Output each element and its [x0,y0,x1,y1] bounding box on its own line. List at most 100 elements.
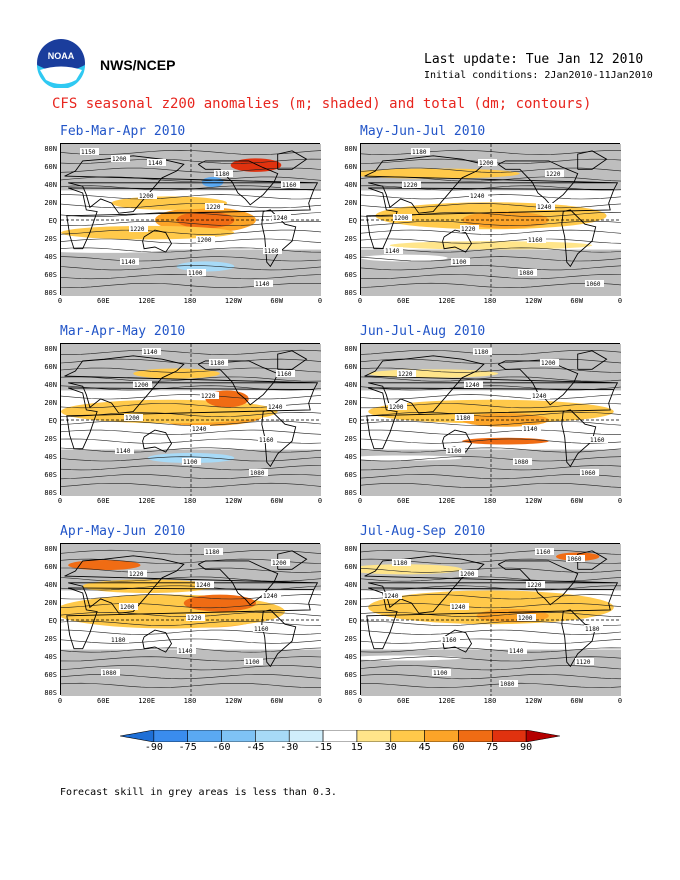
lat-tick-label: 60N [44,163,57,171]
lat-tick-label: 20S [44,235,57,243]
lon-tick-label: 180 [483,697,497,705]
contour-label-bg [478,159,497,166]
contour-label-bg [536,203,555,210]
coastline [497,360,579,406]
contour-label: 1120 [576,659,591,666]
contour-label: 1200 [394,215,409,222]
contour-label-bg [513,458,532,465]
contour-label: 1180 [474,349,489,356]
contour-label-bg [249,469,268,476]
colorbar-label: 90 [520,742,533,753]
colorbar-swatch [187,730,222,742]
contour-label: 1180 [412,149,427,156]
contour-label: 1220 [403,182,418,189]
contour-label: 1140 [255,281,270,288]
panel-title: Apr-May-Jun 2010 [60,524,186,539]
panel-title: Feb-Mar-Apr 2010 [60,124,186,139]
contour-label-bg [450,603,469,610]
org-name: NWS/NCEP [100,57,176,73]
contour-label-bg [451,258,470,265]
contour-label: 1140 [523,426,538,433]
colorbar-swatch [322,730,358,742]
map-panel: 1180 1200 1220 1240 1240 1200 1180 1140 1160 1100… [360,343,621,496]
lat-tick-label: 60S [344,671,357,679]
lon-tick-label: 120E [438,697,456,705]
lat-tick-label: 80N [44,345,57,353]
lat-tick-label: 20S [344,235,357,243]
contour-label: 1100 [447,448,462,455]
contour-label-bg [517,614,536,621]
contour-label-bg [527,236,546,243]
anomaly-shade [201,176,224,188]
contour-label-bg [80,148,99,155]
contour-label-bg [187,269,206,276]
lat-tick-label: 80S [44,489,57,497]
contour-label-bg [392,559,411,566]
contour-label: 1200 [112,156,127,163]
colorbar-swatch [424,730,459,742]
contour-line [361,429,621,435]
contour-label: 1240 [196,582,211,589]
contour-label: 1060 [586,281,601,288]
contour-label: 1140 [178,648,193,655]
colorbar-label: -30 [280,742,299,753]
contour-label-bg [540,359,559,366]
contour-label: 1140 [121,259,136,266]
contour-line [361,238,621,244]
contour-label-bg [545,170,564,177]
contour-label-bg [129,225,148,232]
lat-tick-label: 20S [44,435,57,443]
lat-tick-label: 20S [344,635,357,643]
contour-label: 1220 [201,393,216,400]
colorbar-swatch [525,730,560,742]
contour-label: 1160 [528,237,543,244]
lon-tick-label: 60E [97,697,110,705]
contour-label-bg [258,436,277,443]
anomaly-shade [133,368,220,379]
colorbar-label: 15 [350,742,363,753]
contour-label-bg [580,469,599,476]
initial-conditions: Initial conditions: 2Jan2010-11Jan2010 [424,70,653,81]
contour-line [61,474,321,480]
lon-tick-label: 0 [317,697,323,705]
contour-line [361,474,621,480]
lon-tick-label: 0 [617,297,623,305]
lat-tick-label: 80S [44,689,57,697]
contour-label: 1180 [393,560,408,567]
contour-label-bg [432,669,451,676]
contour-label: 1220 [206,204,221,211]
colorbar-label: -60 [212,742,231,753]
anomaly-shade [476,609,549,623]
lat-tick-label: 80N [44,545,57,553]
contour-line [61,256,321,262]
contour-label-bg [142,348,161,355]
contour-label-bg [522,425,541,432]
contour-label: 1220 [527,582,542,589]
colorbar-label: 60 [452,742,465,753]
contour-label-bg [508,647,527,654]
contour-label: 1240 [451,604,466,611]
contour-label: 1140 [116,448,131,455]
lat-tick-label: 40S [44,653,57,661]
coastline [577,150,608,170]
lat-tick-label: 40S [44,453,57,461]
contour-line [361,674,621,680]
coastline [66,187,315,250]
anomaly-shade [176,211,235,229]
map-panel: 1180 1200 1220 1220 1240 1240 1200 1220 1160 1140… [360,143,621,296]
contour-line [61,638,321,644]
contour-line [61,220,321,226]
contour-label: 1220 [130,226,145,233]
contour-label: 1240 [268,404,283,411]
contour-label-bg [205,203,224,210]
lat-tick-label: 60S [44,671,57,679]
coastline [261,609,297,668]
contour-label: 1160 [282,182,297,189]
colorbar-swatch [458,730,493,742]
contour-label: 1100 [433,670,448,677]
colorbar-swatch [390,730,425,742]
colorbar-label: -45 [246,742,265,753]
contour-label-bg [272,214,291,221]
contour-line [361,203,621,209]
contour-line [361,567,621,573]
